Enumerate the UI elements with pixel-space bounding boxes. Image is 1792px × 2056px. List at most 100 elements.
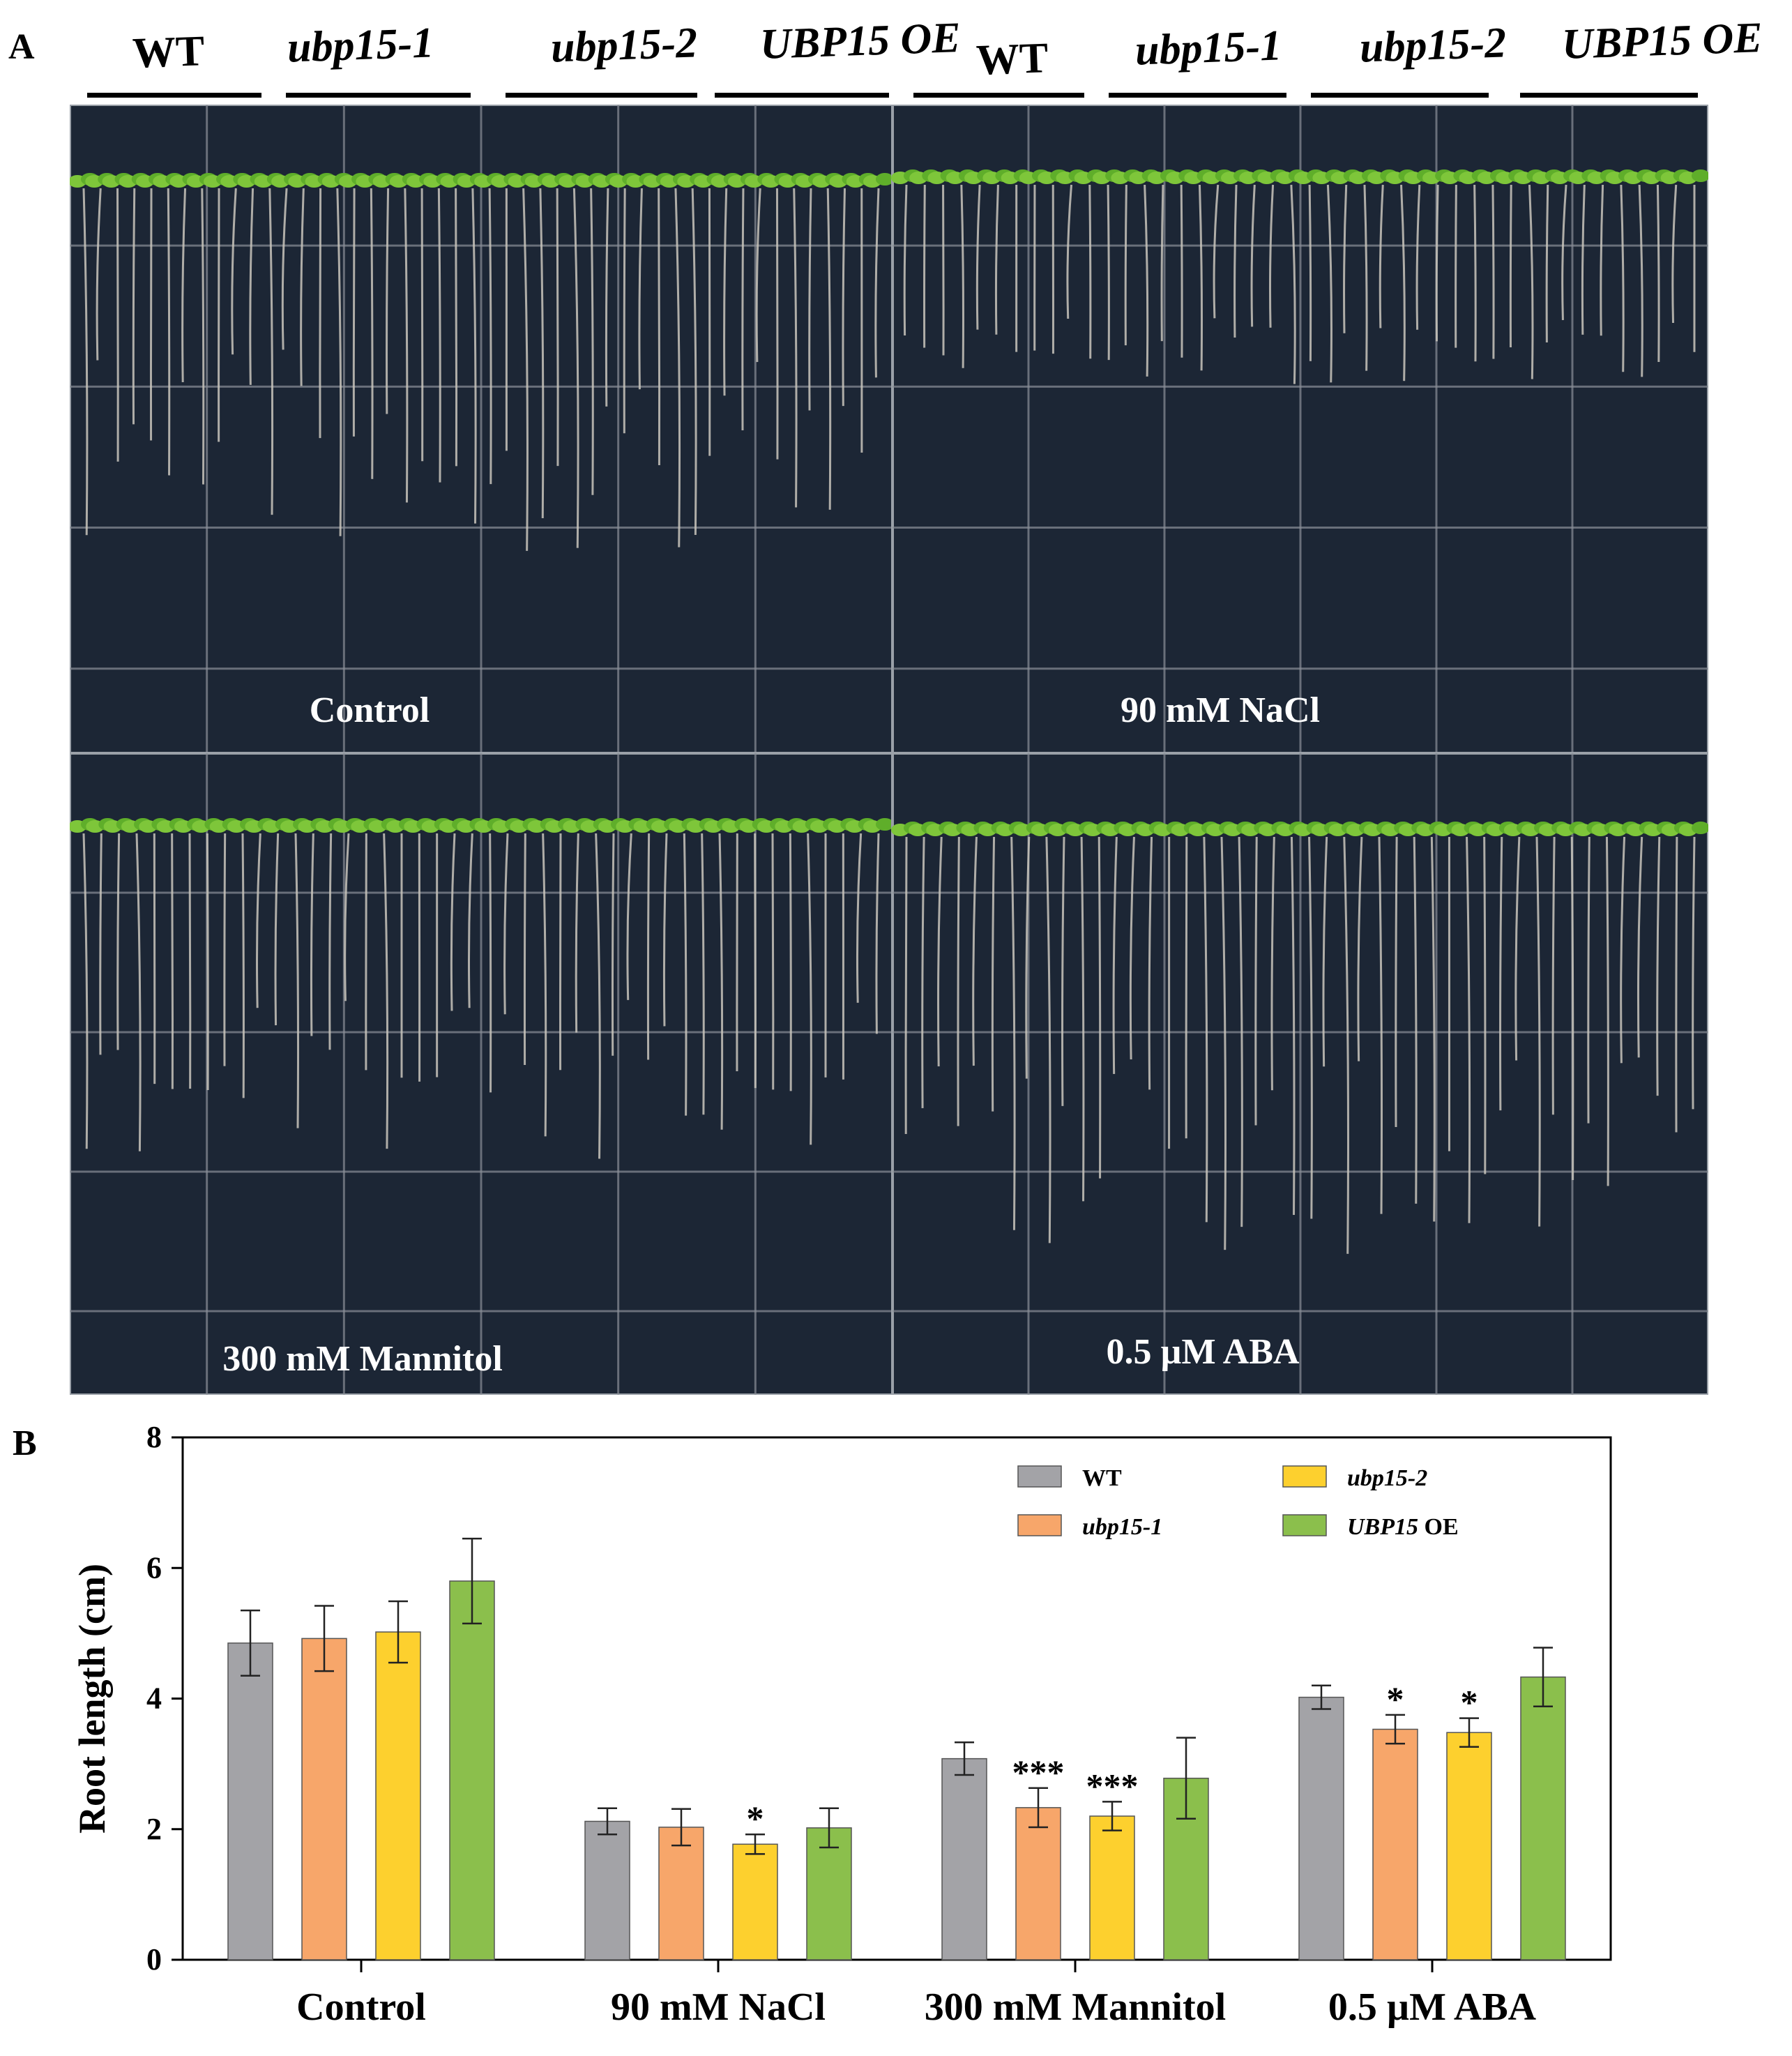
genotype-label-text: UBP15 OE <box>759 14 962 68</box>
bar <box>1015 1807 1061 1960</box>
seedling-root <box>658 188 661 466</box>
seedling-root <box>1514 836 1521 1061</box>
bar <box>227 1642 273 1960</box>
seedling-root <box>1112 836 1118 1074</box>
legend-label: WT <box>1082 1465 1122 1491</box>
seedling-root <box>383 833 389 1149</box>
seedling-root <box>1290 184 1296 384</box>
seedling-root <box>99 833 102 1055</box>
seedling-root <box>1290 836 1296 1216</box>
panel-a-letter: A <box>8 27 35 67</box>
x-tick-label: Control <box>296 1986 426 2029</box>
seedling-root <box>1357 836 1363 1061</box>
seedling-root <box>807 833 812 1145</box>
genotype-label: ubp15-2 <box>549 19 699 72</box>
seedling-root <box>1233 184 1238 338</box>
bar <box>584 1820 630 1960</box>
genotype-underline <box>87 93 261 98</box>
seedling-root <box>1160 184 1164 342</box>
seedling-root <box>701 833 705 1115</box>
seedling-root <box>975 184 981 330</box>
seedling-root <box>1379 184 1384 328</box>
seedling-root <box>1638 184 1643 377</box>
legend-swatch <box>1017 1465 1062 1488</box>
genotype-label-text: UBP15 OE <box>1561 14 1763 68</box>
seedling-root <box>365 833 367 1071</box>
seedling-root <box>1473 184 1477 362</box>
seedling-root <box>674 188 681 547</box>
seedling-root <box>1322 836 1328 1067</box>
condition-label: 90 mM NaCl <box>1121 690 1320 730</box>
seedling-root <box>1180 184 1183 358</box>
seedling-root <box>319 188 322 439</box>
seedling-root <box>294 833 300 1128</box>
seedling-root <box>1413 836 1418 1204</box>
bar <box>449 1580 495 1960</box>
x-tick-label: 0.5 µM ABA <box>1328 1986 1537 2029</box>
seedling-root <box>471 188 477 524</box>
seedling-root <box>1343 184 1348 333</box>
seedling-root <box>489 833 492 1093</box>
bar <box>658 1827 704 1960</box>
seedling-root <box>1395 836 1398 1128</box>
seedling-root <box>82 188 89 536</box>
seedling-root <box>755 188 761 363</box>
seedling-root <box>1045 836 1051 1244</box>
seedling-root <box>1238 836 1243 1227</box>
seedling-root <box>274 833 280 1026</box>
seedling-root <box>1692 836 1696 1110</box>
seedling-root <box>903 184 908 336</box>
seedling-leaf <box>876 173 894 186</box>
seedling-root <box>404 188 409 503</box>
seedling-root <box>206 833 209 1090</box>
seedling-root <box>626 833 632 1000</box>
seedling-root <box>1185 836 1188 1139</box>
bar <box>806 1827 852 1960</box>
seedling-root <box>1509 184 1512 347</box>
seedling-root <box>1400 184 1406 381</box>
seedling-root <box>171 833 174 1089</box>
seedling-root <box>503 833 509 1015</box>
seedling-root <box>116 188 119 462</box>
seedling-root <box>718 833 724 1130</box>
seedling-root <box>808 188 812 411</box>
significance-label: * <box>1387 1679 1404 1718</box>
seedling-root <box>1600 184 1604 336</box>
seedling-root <box>972 836 978 1066</box>
genotype-underline <box>506 93 697 98</box>
bar <box>1298 1696 1344 1960</box>
seedling-root <box>542 833 547 1137</box>
seedling-root <box>994 184 999 335</box>
seedling-leaf <box>1692 169 1708 182</box>
significance-label: *** <box>1012 1753 1065 1792</box>
y-tick-label: 2 <box>146 1812 162 1846</box>
y-tick-label: 4 <box>146 1681 162 1716</box>
legend-label: ubp15-1 <box>1082 1514 1162 1540</box>
bar <box>301 1638 347 1960</box>
seedling-root <box>1203 836 1208 1223</box>
seedling-root <box>344 833 350 1001</box>
seedling-root <box>539 188 545 519</box>
seedling-root <box>1581 184 1586 335</box>
condition-label: 300 mM Mannitol <box>222 1339 503 1379</box>
seedling-root <box>420 188 424 462</box>
seedling-root <box>662 833 668 1027</box>
seedling-root <box>1025 836 1031 1079</box>
seedling-root <box>1415 184 1421 330</box>
y-tick-label: 8 <box>146 1420 162 1454</box>
seedling-root <box>1620 184 1625 372</box>
seedling-root <box>1148 836 1153 1090</box>
genotype-label: UBP15 OE <box>1561 13 1763 70</box>
seedling-root <box>691 188 697 535</box>
x-tick-label: 90 mM NaCl <box>611 1986 826 2029</box>
bar <box>1446 1732 1492 1960</box>
significance-label: * <box>1461 1683 1478 1722</box>
genotype-label: ubp15-1 <box>1134 22 1283 75</box>
bar <box>1520 1676 1566 1960</box>
seedling-root <box>1587 836 1590 1124</box>
seedling-root <box>1620 836 1626 1064</box>
seedling-root <box>1435 184 1439 342</box>
seedling-root <box>450 833 456 1011</box>
legend-label-name: ubp15-1 <box>1082 1514 1162 1540</box>
legend-swatch <box>1017 1514 1062 1536</box>
